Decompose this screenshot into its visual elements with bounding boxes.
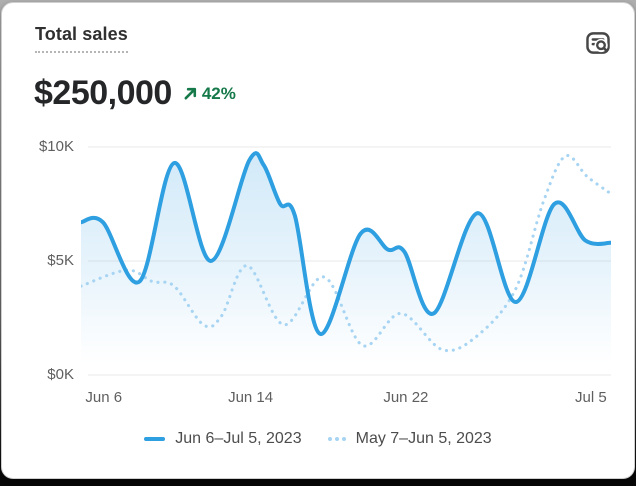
chart-legend: Jun 6–Jul 5, 2023 May 7–Jun 5, 2023 [2, 430, 634, 448]
delta-badge: 42% [183, 84, 236, 104]
previous-period-line [81, 154, 611, 353]
metric-row: $250,000 42% [34, 74, 236, 112]
x-tick-label: Jun 6 [85, 389, 123, 406]
x-tick-label: Jul 5 [575, 389, 607, 406]
card-title[interactable]: Total sales [35, 24, 128, 53]
current-period-line [81, 151, 611, 337]
x-tick-label: Jun 22 [383, 389, 429, 406]
current-period-area [81, 153, 611, 375]
magnifier-report-icon [586, 32, 610, 54]
total-sales-value: $250,000 [34, 74, 172, 112]
explore-report-button[interactable] [583, 28, 613, 58]
sales-line-chart[interactable] [81, 134, 611, 380]
total-sales-card: Total sales $250,000 42% $10K $5K $0K Jun … [1, 2, 635, 479]
y-tick-label: $5K [47, 252, 74, 269]
dotted-line-swatch [327, 437, 346, 441]
legend-item-current[interactable]: Jun 6–Jul 5, 2023 [144, 430, 302, 448]
arrow-up-right-icon [184, 88, 196, 100]
legend-label-current: Jun 6–Jul 5, 2023 [175, 430, 302, 447]
y-tick-label: $10K [38, 138, 74, 155]
delta-value: 42% [201, 83, 236, 103]
x-tick-label: Jun 14 [228, 389, 274, 406]
y-tick-label: $0K [47, 366, 74, 383]
solid-line-swatch [144, 437, 166, 441]
legend-label-previous: May 7–Jun 5, 2023 [355, 430, 492, 447]
legend-item-previous[interactable]: May 7–Jun 5, 2023 [327, 430, 492, 448]
